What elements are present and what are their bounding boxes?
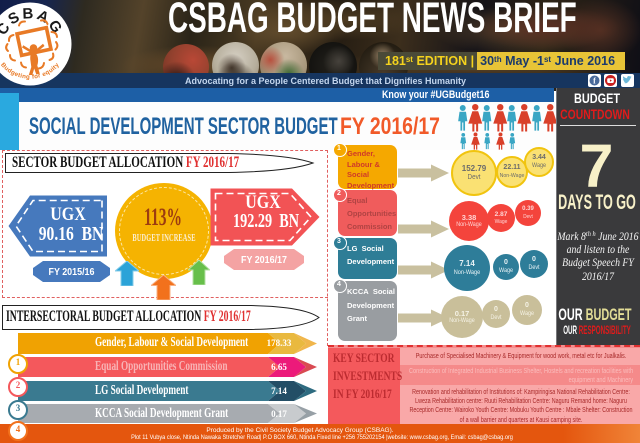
svg-text:f: f xyxy=(593,77,596,86)
